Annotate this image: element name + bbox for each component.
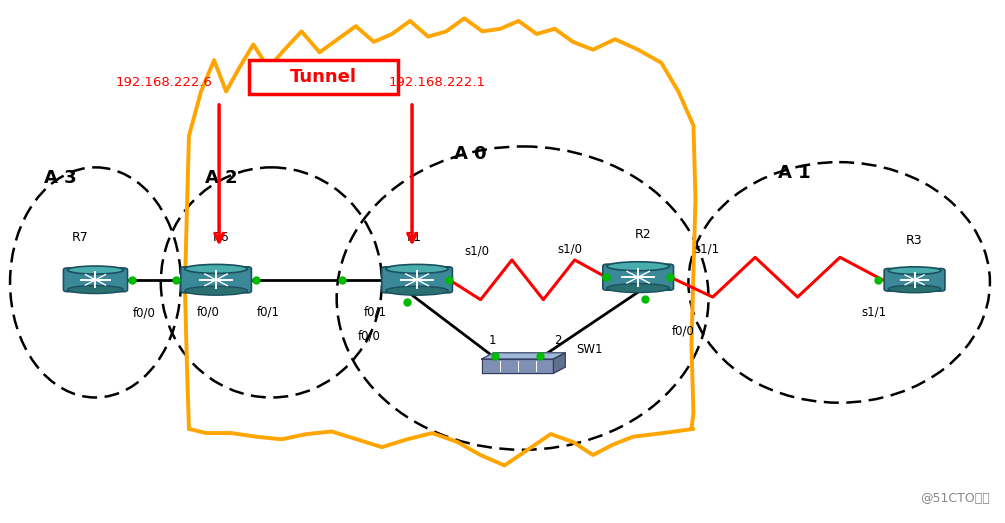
Text: s1/0: s1/0 <box>558 242 582 255</box>
FancyBboxPatch shape <box>603 264 673 290</box>
Polygon shape <box>554 353 565 373</box>
Text: f0/1: f0/1 <box>364 305 386 319</box>
Text: R3: R3 <box>907 234 923 247</box>
Text: R2: R2 <box>635 228 651 241</box>
Text: 192.168.222.1: 192.168.222.1 <box>389 76 485 89</box>
Ellipse shape <box>888 267 941 275</box>
Polygon shape <box>481 353 565 359</box>
Text: f0/0: f0/0 <box>133 306 155 320</box>
Polygon shape <box>481 359 554 373</box>
Text: s1/1: s1/1 <box>693 242 720 255</box>
Text: s1/0: s1/0 <box>465 245 489 258</box>
Ellipse shape <box>67 266 124 274</box>
Text: 1: 1 <box>488 334 496 347</box>
Ellipse shape <box>386 265 448 274</box>
Text: 192.168.222.6: 192.168.222.6 <box>116 76 212 89</box>
Text: Tunnel: Tunnel <box>290 68 357 86</box>
Text: f0/1: f0/1 <box>257 305 279 319</box>
Ellipse shape <box>185 286 247 295</box>
Text: A 0: A 0 <box>454 145 486 163</box>
Text: A 2: A 2 <box>205 169 237 187</box>
FancyBboxPatch shape <box>249 60 398 94</box>
Text: 2: 2 <box>554 334 562 347</box>
Ellipse shape <box>888 285 941 293</box>
Text: R7: R7 <box>72 231 88 244</box>
FancyBboxPatch shape <box>884 268 945 291</box>
Ellipse shape <box>386 286 448 295</box>
FancyBboxPatch shape <box>63 268 128 292</box>
Ellipse shape <box>67 286 124 293</box>
Text: A 3: A 3 <box>44 169 76 187</box>
FancyBboxPatch shape <box>382 267 452 293</box>
Text: F1: F1 <box>407 231 421 244</box>
Ellipse shape <box>185 265 247 274</box>
Text: @51CTO博客: @51CTO博客 <box>921 492 990 505</box>
Text: f0/0: f0/0 <box>358 330 380 343</box>
Text: SW1: SW1 <box>576 343 602 356</box>
Text: f0/0: f0/0 <box>197 305 219 319</box>
Text: A 1: A 1 <box>778 164 810 181</box>
Text: f0/0: f0/0 <box>672 325 694 338</box>
Text: s1/1: s1/1 <box>862 305 887 319</box>
Ellipse shape <box>607 283 669 292</box>
FancyBboxPatch shape <box>181 267 251 293</box>
Ellipse shape <box>607 262 669 271</box>
Text: R6: R6 <box>213 231 229 244</box>
